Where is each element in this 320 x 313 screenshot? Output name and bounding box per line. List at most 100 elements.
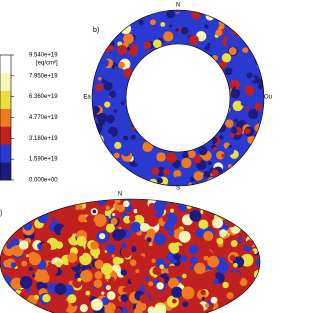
map-texture <box>0 300 5 306</box>
map-texture <box>247 168 254 175</box>
map-texture <box>242 293 253 304</box>
map-texture <box>93 279 103 288</box>
map-texture <box>204 45 210 51</box>
map-texture <box>254 166 264 176</box>
map-texture <box>113 109 118 113</box>
map-texture <box>28 266 33 272</box>
map-texture <box>156 282 164 290</box>
map-texture <box>250 76 256 82</box>
map-texture <box>21 260 28 267</box>
map-texture <box>101 156 108 163</box>
map-texture <box>232 100 244 112</box>
map-texture <box>120 101 125 106</box>
colorbar-tick-label: 4.770e+19 <box>29 115 58 121</box>
map-texture <box>58 199 69 207</box>
map-texture <box>21 213 27 219</box>
map-texture <box>161 63 165 67</box>
map-texture <box>79 252 92 266</box>
map-texture <box>203 170 211 178</box>
map-texture <box>207 255 220 268</box>
map-texture <box>176 110 185 119</box>
map-texture <box>107 16 118 28</box>
map-texture <box>175 28 179 32</box>
map-texture <box>204 83 208 88</box>
map-texture <box>150 19 156 26</box>
map-texture <box>114 199 121 204</box>
map-texture <box>246 289 250 294</box>
map-texture <box>184 129 195 139</box>
map-texture <box>210 296 218 304</box>
map-texture <box>225 146 235 155</box>
colorbar-tick-label: 0.000e+00 <box>29 178 58 184</box>
map-texture <box>256 288 260 293</box>
map-texture <box>101 297 110 306</box>
map-texture <box>249 199 256 206</box>
map-texture <box>255 18 261 24</box>
map-texture <box>121 10 129 17</box>
map-texture <box>256 16 260 20</box>
map-texture <box>255 148 264 157</box>
map-texture <box>247 201 259 213</box>
map-texture <box>155 67 162 74</box>
map-texture <box>197 53 209 64</box>
map-texture <box>197 106 205 114</box>
map-texture <box>114 141 122 150</box>
map-texture <box>144 99 153 108</box>
map-texture <box>11 199 24 212</box>
map-texture <box>26 207 36 218</box>
map-texture <box>164 68 174 78</box>
map-texture <box>247 10 259 17</box>
map-texture <box>249 304 256 311</box>
map-texture <box>242 206 249 214</box>
map-texture <box>20 301 30 311</box>
panel-label: ) <box>0 210 2 217</box>
map-texture <box>198 124 202 128</box>
map-texture <box>228 47 237 55</box>
map-texture <box>28 252 42 266</box>
map-texture <box>85 219 96 231</box>
map-texture <box>141 112 150 120</box>
map-texture <box>228 181 237 186</box>
colorbar-segment <box>0 162 11 181</box>
map-texture <box>260 40 264 50</box>
mollweide-map <box>0 199 260 313</box>
map-texture <box>90 298 103 311</box>
map-texture <box>239 52 249 61</box>
map-texture <box>182 152 189 159</box>
map-texture <box>123 127 129 132</box>
map-texture <box>257 32 264 40</box>
map-texture <box>254 54 264 66</box>
map-texture <box>227 36 239 47</box>
map-texture <box>219 10 225 16</box>
map-texture <box>222 281 229 289</box>
map-texture <box>189 176 196 182</box>
map-texture <box>250 151 255 156</box>
map-texture <box>55 216 60 221</box>
map-texture <box>108 168 117 178</box>
colorbar-tick-label: 1.590e+19 <box>29 157 58 163</box>
map-texture <box>127 10 131 13</box>
map-texture <box>148 134 156 142</box>
map-texture <box>207 60 217 69</box>
map-texture <box>191 199 197 204</box>
map-texture <box>234 307 242 313</box>
map-texture <box>186 113 190 117</box>
map-texture <box>230 85 234 89</box>
map-texture <box>206 199 219 206</box>
map-texture <box>194 135 205 146</box>
map-texture <box>121 242 127 249</box>
map-texture <box>185 61 190 67</box>
map-texture <box>182 301 189 308</box>
map-texture <box>6 227 14 235</box>
map-texture <box>150 70 161 81</box>
compass-west: Ou <box>264 95 272 101</box>
map-texture <box>90 241 99 250</box>
map-texture <box>158 56 165 63</box>
map-texture <box>160 22 166 27</box>
map-texture <box>170 224 175 229</box>
map-texture <box>153 304 167 313</box>
map-texture <box>108 82 113 87</box>
map-texture <box>151 167 160 176</box>
map-texture <box>93 213 107 227</box>
map-texture <box>52 303 63 313</box>
